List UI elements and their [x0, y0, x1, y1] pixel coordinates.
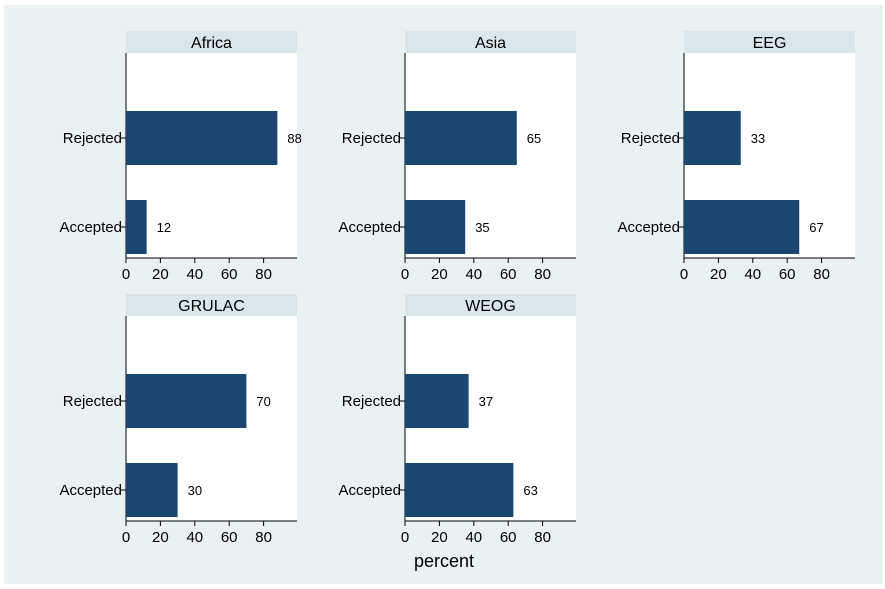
x-tick-label: 0: [122, 529, 130, 546]
value-label: 88: [287, 131, 301, 146]
x-tick-label: 20: [152, 266, 169, 283]
category-label-rejected: Rejected: [342, 393, 401, 410]
panel-strip: [684, 31, 855, 53]
bar-accepted: [405, 463, 514, 517]
bar-rejected: [405, 374, 469, 428]
bar-accepted: [684, 200, 800, 254]
panel-eeg: EEG 0 20 40 60 80 Rejected 33 Accepted 67: [617, 31, 855, 283]
panel-weog: WEOG 0 20 40 60 80 Rejected 37 Accepted 63: [338, 294, 576, 546]
category-label-rejected: Rejected: [63, 393, 122, 410]
panel-grulac: GRULAC 0 20 40 60 80 Rejected 70 Accepted 30: [59, 294, 297, 546]
bar-accepted: [126, 200, 147, 254]
category-label-accepted: Accepted: [617, 219, 680, 236]
x-tick-label: 80: [534, 529, 551, 546]
x-tick-label: 40: [186, 529, 203, 546]
category-label-accepted: Accepted: [59, 219, 122, 236]
x-tick-label: 60: [221, 266, 238, 283]
x-tick-label: 0: [401, 529, 409, 546]
panel-title: GRULAC: [178, 298, 245, 315]
panel-title: Africa: [191, 35, 232, 52]
value-label: 67: [809, 220, 823, 235]
bar-rejected: [126, 111, 278, 165]
value-label: 35: [475, 220, 489, 235]
value-label: 37: [479, 394, 493, 409]
panels: Africa 0 20 40 60 80 Rejected 88 Accepted 12 Asia 0…: [59, 31, 855, 546]
value-label: 63: [523, 483, 537, 498]
bar-rejected: [126, 374, 247, 428]
x-tick-label: 80: [255, 529, 272, 546]
value-label: 65: [527, 131, 541, 146]
x-tick-label: 80: [534, 266, 551, 283]
value-label: 33: [751, 131, 765, 146]
panel-asia: Asia 0 20 40 60 80 Rejected 65 Accepted 35: [338, 31, 576, 283]
bar-accepted: [405, 200, 466, 254]
x-tick-label: 60: [779, 266, 796, 283]
x-tick-label: 0: [122, 266, 130, 283]
value-label: 70: [256, 394, 270, 409]
x-tick-label: 20: [152, 529, 169, 546]
panel-title: WEOG: [465, 298, 516, 315]
x-tick-label: 0: [680, 266, 688, 283]
x-tick-label: 20: [431, 266, 448, 283]
x-tick-label: 40: [465, 266, 482, 283]
value-label: 30: [188, 483, 202, 498]
x-tick-label: 40: [186, 266, 203, 283]
category-label-rejected: Rejected: [63, 130, 122, 147]
bar-rejected: [684, 111, 741, 165]
panel-strip: [405, 294, 576, 316]
category-label-accepted: Accepted: [338, 219, 401, 236]
x-tick-label: 80: [813, 266, 830, 283]
x-tick-label: 40: [465, 529, 482, 546]
x-axis-title: percent: [414, 551, 474, 571]
category-label-rejected: Rejected: [621, 130, 680, 147]
panel-strip: [405, 31, 576, 53]
x-tick-label: 20: [710, 266, 727, 283]
panel-title: Asia: [475, 35, 506, 52]
x-tick-label: 0: [401, 266, 409, 283]
x-tick-label: 80: [255, 266, 272, 283]
panel-title: EEG: [753, 35, 787, 52]
panel-strip: [126, 294, 297, 316]
bar-accepted: [126, 463, 178, 517]
category-label-rejected: Rejected: [342, 130, 401, 147]
category-label-accepted: Accepted: [59, 482, 122, 499]
x-tick-label: 60: [221, 529, 238, 546]
category-label-accepted: Accepted: [338, 482, 401, 499]
x-tick-label: 60: [500, 529, 517, 546]
value-label: 12: [157, 220, 171, 235]
bar-rejected: [405, 111, 517, 165]
x-tick-label: 20: [431, 529, 448, 546]
panel-africa: Africa 0 20 40 60 80 Rejected 88 Accepted 12: [59, 31, 302, 283]
x-tick-label: 40: [744, 266, 761, 283]
x-tick-label: 60: [500, 266, 517, 283]
panel-strip: [126, 31, 297, 53]
